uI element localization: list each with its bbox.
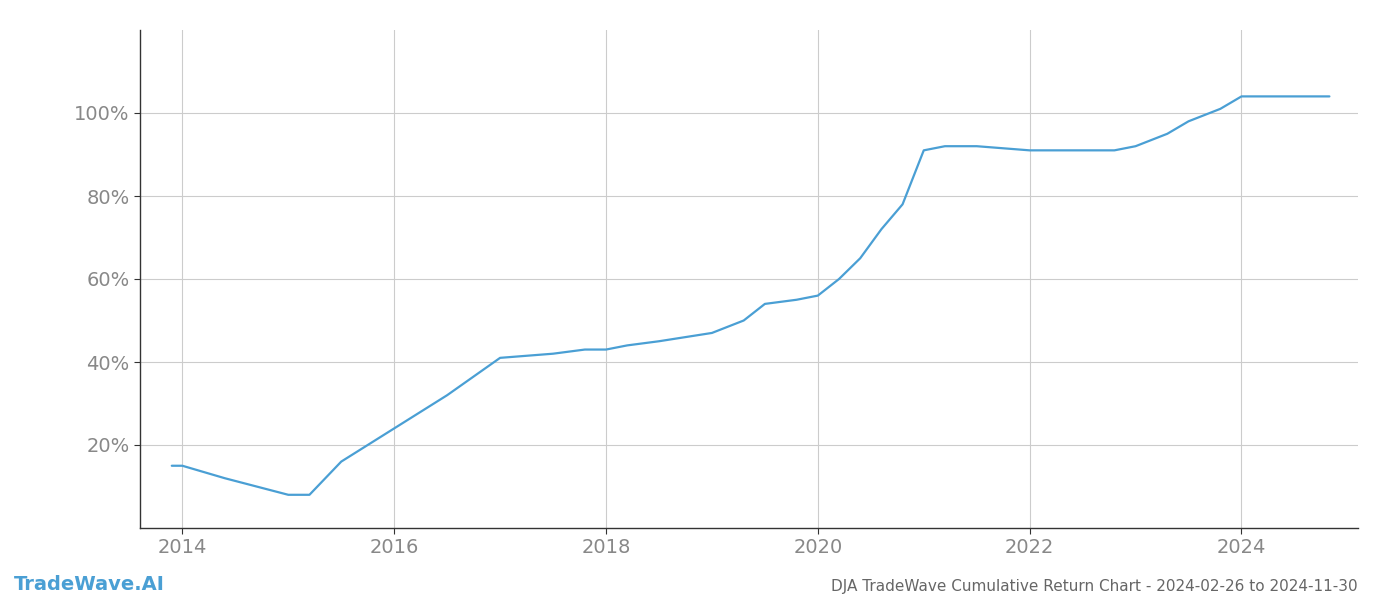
Text: TradeWave.AI: TradeWave.AI <box>14 575 165 594</box>
Text: DJA TradeWave Cumulative Return Chart - 2024-02-26 to 2024-11-30: DJA TradeWave Cumulative Return Chart - … <box>832 579 1358 594</box>
